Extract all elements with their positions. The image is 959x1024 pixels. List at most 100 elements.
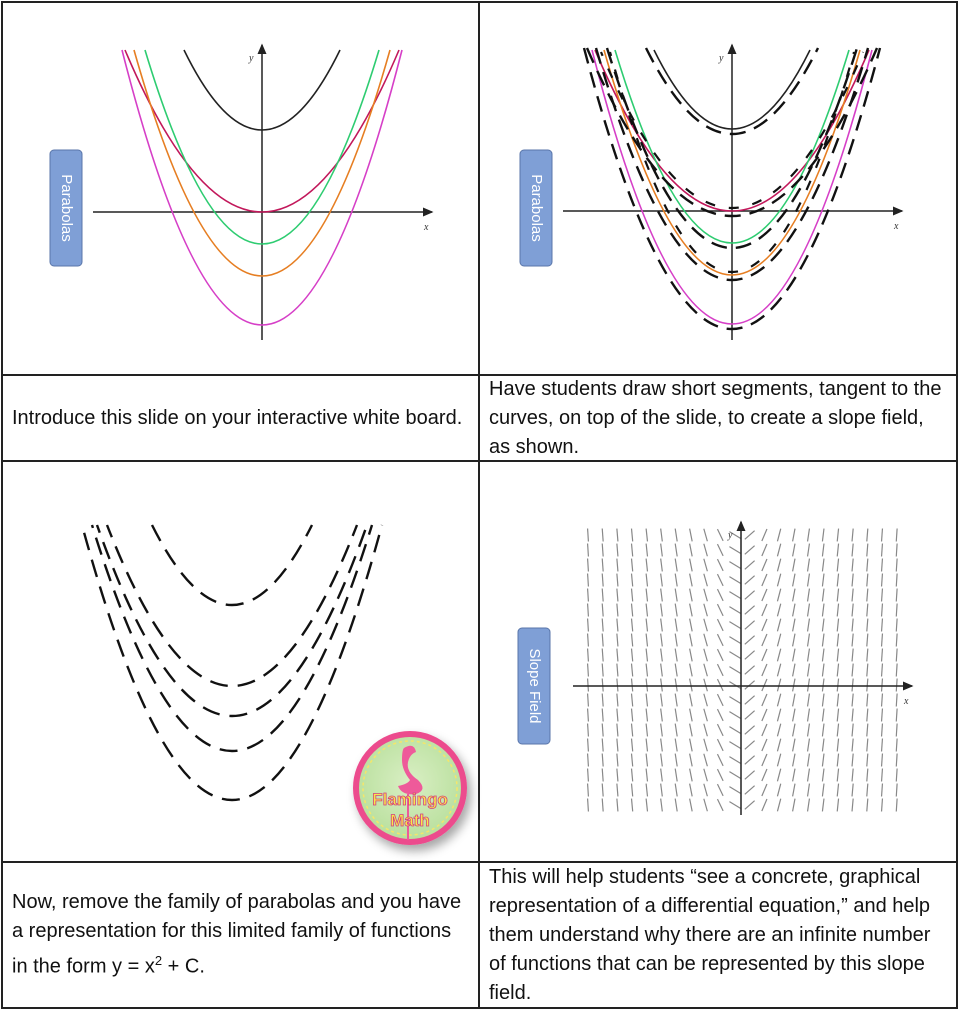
slope-segment: [729, 786, 741, 794]
slope-segment: [792, 708, 796, 722]
slope-segment: [776, 783, 782, 797]
slope-segment: [895, 798, 898, 812]
logo: Flamingo Math: [353, 731, 467, 845]
slope-segment: [716, 693, 724, 707]
slope-segment: [674, 738, 678, 752]
slope-segment: [703, 543, 708, 557]
slope-segment: [689, 768, 693, 782]
slope-segment: [776, 723, 782, 737]
slope-segment: [616, 678, 619, 692]
slope-segment: [851, 708, 854, 722]
slope-segment: [866, 648, 869, 662]
slope-segment: [703, 618, 708, 632]
slope-segment: [792, 723, 796, 737]
slope-segment: [616, 573, 619, 587]
slope-segment: [761, 768, 768, 782]
slope-segment: [744, 770, 755, 780]
slope-segment: [851, 738, 854, 752]
slope-segment: [776, 708, 782, 722]
slope-segment: [836, 693, 840, 707]
slope-segment: [851, 528, 854, 542]
slope-segment: [645, 588, 649, 602]
slope-segment: [729, 621, 741, 629]
slope-segment: [660, 783, 663, 797]
slope-segment: [776, 618, 782, 632]
slope-segment: [645, 558, 649, 572]
slope-segment: [729, 651, 741, 659]
slope-segment: [645, 603, 649, 617]
slope-segment: [761, 648, 768, 662]
slope-segment: [660, 678, 663, 692]
slope-segment: [616, 693, 619, 707]
slope-segment: [689, 633, 693, 647]
slope-segment: [645, 708, 649, 722]
slope-segment: [716, 768, 724, 782]
slope-segment: [689, 618, 693, 632]
slope-segment: [660, 663, 663, 677]
slope-segment: [880, 528, 884, 542]
slope-segment: [601, 663, 604, 677]
slope-segment: [660, 768, 663, 782]
slope-segment: [601, 798, 604, 812]
slope-segment: [895, 708, 898, 722]
slope-segment: [866, 798, 869, 812]
slope-segment: [703, 558, 708, 572]
slope-segment: [821, 573, 825, 587]
slope-segment: [716, 753, 724, 767]
slope-segment: [689, 588, 693, 602]
slope-segment: [806, 543, 811, 557]
slope-segment: [689, 693, 693, 707]
slope-segment: [586, 678, 590, 692]
slope-segment: [744, 695, 755, 705]
slope-segment: [716, 573, 724, 587]
slope-segment: [645, 618, 649, 632]
slope-segment: [744, 590, 755, 600]
slope-segment: [689, 678, 693, 692]
slope-segment: [586, 633, 590, 647]
slope-segment: [895, 678, 898, 692]
axis-label: y: [727, 530, 733, 541]
slope-segment: [616, 543, 619, 557]
slope-segment: [586, 663, 590, 677]
slope-segment: [660, 588, 663, 602]
slope-segment: [729, 741, 741, 749]
slope-segment: [703, 753, 708, 767]
slope-segment: [895, 633, 898, 647]
slope-segment: [821, 678, 825, 692]
slope-segment: [660, 543, 663, 557]
slope-segment: [729, 666, 741, 674]
parabola: [90, 524, 374, 752]
slope-segment: [601, 768, 604, 782]
caption-text: Introduce this slide on your interactive…: [12, 406, 463, 429]
slope-segment: [744, 575, 755, 585]
axis-label: x: [903, 696, 909, 707]
slope-segment: [630, 753, 634, 767]
slope-segment: [630, 588, 634, 602]
slope-segment: [601, 558, 604, 572]
caption-text: Now, remove the family of parabolas and …: [12, 888, 469, 982]
slope-segment: [880, 543, 884, 557]
slope-segment: [806, 768, 811, 782]
slope-segment: [851, 783, 854, 797]
slope-segment: [776, 798, 782, 812]
side-tab-label: Parabolas: [58, 174, 75, 242]
slope-segment: [616, 753, 619, 767]
parabola: [614, 49, 850, 244]
slope-segment: [645, 663, 649, 677]
slope-segment: [586, 648, 590, 662]
slope-segment: [866, 678, 869, 692]
slope-segment: [836, 558, 840, 572]
slope-segment: [836, 648, 840, 662]
slope-segment: [729, 726, 741, 734]
parabola: [605, 47, 859, 250]
slope-segment: [744, 605, 755, 615]
slope-segment: [674, 618, 678, 632]
slope-segment: [880, 723, 884, 737]
slope-segment: [660, 558, 663, 572]
slope-segment: [806, 678, 811, 692]
slope-segment: [851, 573, 854, 587]
slope-segment: [836, 783, 840, 797]
caption: Have students draw short segments, tange…: [479, 375, 957, 461]
slope-segment: [806, 648, 811, 662]
slope-segment: [703, 603, 708, 617]
